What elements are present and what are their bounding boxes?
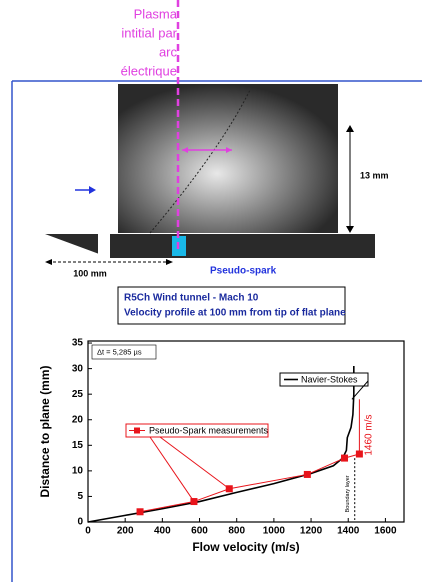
y-tick-label: 35 [72, 338, 84, 349]
data-point [304, 471, 311, 478]
y-tick-label: 30 [72, 363, 84, 374]
label-line: Plasma [134, 6, 178, 21]
figure: Plasma intitial par arc électrique 13 mm… [0, 0, 422, 582]
x-tick-label: 0 [85, 526, 91, 537]
delta-t: Δt = 5,285 µs [97, 347, 142, 356]
data-point [341, 455, 348, 462]
arrowhead [89, 186, 96, 194]
velocity-label: 1460 m/s [363, 415, 374, 456]
y-tick-label: 15 [72, 440, 84, 451]
chart: 0 200 400 600 800 1000 1200 1400 1600 0 5 10 15 20 25 3… [38, 338, 404, 554]
legend-label: Pseudo-Spark measurements [149, 425, 269, 435]
pseudo-spark-label: Pseudo-spark [210, 266, 277, 277]
legend-label: Navier-Stokes [301, 374, 358, 384]
x-tick-label: 800 [228, 526, 245, 537]
label-line: intitial par [121, 25, 177, 40]
plate-gap [98, 234, 110, 258]
x-tick-label: 1400 [337, 526, 360, 537]
plasma-label: Plasma intitial par arc électrique [121, 6, 178, 78]
x-tick-label: 600 [191, 526, 208, 537]
caption-line: Velocity profile at 100 mm from tip of f… [124, 308, 346, 319]
x-tick-label: 1600 [374, 526, 397, 537]
flat-plate [45, 234, 375, 258]
boundary-layer: Boundary layer [345, 475, 351, 512]
caption-line: R5Ch Wind tunnel - Mach 10 [124, 293, 259, 304]
dimension-label: 13 mm [360, 170, 389, 180]
x-tick-label: 400 [154, 526, 171, 537]
x-tick-label: 1000 [263, 526, 286, 537]
y-tick-label: 25 [72, 389, 84, 400]
y-tick-label: 0 [77, 517, 83, 528]
label-line: électrique [121, 63, 177, 78]
dimension-label: 100 mm [73, 268, 107, 278]
data-point [137, 508, 144, 515]
y-tick-label: 10 [72, 466, 84, 477]
photo [118, 84, 338, 233]
x-tick-label: 1200 [300, 526, 323, 537]
label-line: arc [159, 44, 178, 59]
x-axis-label: Flow velocity (m/s) [192, 540, 299, 554]
x-tick-label: 200 [117, 526, 134, 537]
y-tick-label: 20 [72, 414, 84, 425]
y-tick-label: 5 [77, 491, 83, 502]
legend-marker [134, 428, 140, 434]
y-axis-label: Distance to plane (mm) [38, 365, 52, 497]
